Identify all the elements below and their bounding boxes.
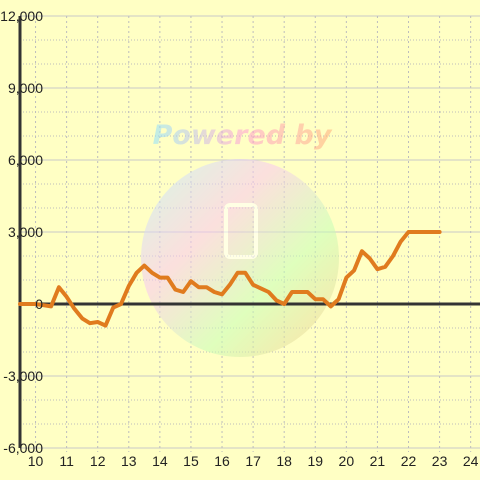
watermark-glyph bbox=[224, 203, 258, 259]
y-tick-label: 0 bbox=[35, 296, 43, 312]
y-tick-label: -6,000 bbox=[3, 440, 43, 456]
x-tick-label: 10 bbox=[28, 453, 44, 469]
x-tick-label: 13 bbox=[121, 453, 137, 469]
series-layer bbox=[18, 230, 442, 328]
x-tick-label: 20 bbox=[339, 453, 355, 469]
watermark-text: Powered by bbox=[153, 120, 333, 151]
x-tick-label: 11 bbox=[59, 453, 74, 469]
x-tick-label: 14 bbox=[152, 453, 168, 469]
watermark: Powered by bbox=[141, 120, 339, 357]
series-line bbox=[18, 230, 442, 328]
x-tick-label: 21 bbox=[370, 453, 386, 469]
x-tick-label: 17 bbox=[245, 453, 261, 469]
y-tick-label: -3,000 bbox=[3, 368, 43, 384]
x-tick-label: 23 bbox=[432, 453, 448, 469]
x-tick-label: 24 bbox=[463, 453, 479, 469]
x-tick-label: 16 bbox=[214, 453, 230, 469]
y-tick-label: 12,000 bbox=[0, 8, 43, 24]
x-tick-label: 22 bbox=[401, 453, 417, 469]
y-tick-label: 9,000 bbox=[8, 80, 43, 96]
y-tick-label: 6,000 bbox=[8, 152, 43, 168]
x-tick-label: 19 bbox=[307, 453, 323, 469]
y-tick-label: 3,000 bbox=[8, 224, 43, 240]
x-tick-label: 12 bbox=[90, 453, 106, 469]
axes bbox=[18, 16, 480, 448]
x-tick-label: 18 bbox=[276, 453, 292, 469]
x-tick-label: 15 bbox=[183, 453, 199, 469]
tick-labels: -6,000 -3,000 0 3,000 6,000 9,000 12,000 10 11 12… bbox=[0, 8, 479, 469]
